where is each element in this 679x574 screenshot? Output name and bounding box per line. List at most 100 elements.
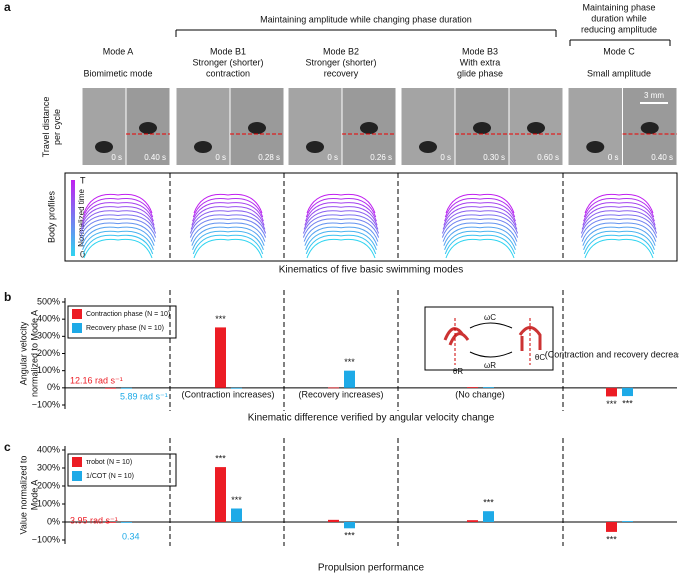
jellyfish	[306, 141, 324, 153]
profile	[442, 222, 518, 242]
bar	[606, 522, 617, 532]
legend-frame	[67, 305, 177, 339]
profile	[583, 230, 655, 250]
profile	[305, 234, 377, 255]
profile	[82, 234, 154, 255]
header: Maintaining phase	[582, 2, 655, 12]
profile	[580, 218, 658, 238]
bar	[105, 387, 116, 389]
y-axis-label: Mode A	[29, 480, 39, 511]
header: reducing amplitude	[581, 24, 657, 34]
row-label: Travel distance	[41, 97, 51, 158]
profile	[79, 218, 157, 238]
bar	[121, 522, 132, 523]
bar	[606, 387, 617, 397]
bar	[231, 508, 242, 522]
profile	[302, 218, 380, 238]
significance: ***	[231, 495, 242, 505]
colorbar	[71, 180, 75, 256]
profile	[192, 234, 264, 255]
colorbar-label: Normalized time	[77, 189, 86, 247]
mode-description: recovery	[324, 68, 359, 78]
significance: ***	[344, 531, 355, 541]
inset-label: ωR	[484, 361, 496, 370]
mode-description: With extra	[460, 57, 501, 67]
profile	[444, 197, 516, 218]
bar	[215, 327, 226, 388]
mode-name: Mode B2	[323, 46, 359, 56]
significance: ***	[483, 498, 494, 508]
profile	[303, 210, 379, 230]
bar	[121, 387, 132, 389]
profile	[445, 193, 515, 214]
profile	[582, 206, 656, 226]
time-label: 0.28 s	[258, 153, 280, 162]
profile	[445, 238, 515, 259]
time-label: 0 s	[215, 153, 226, 162]
profile	[190, 222, 266, 242]
profile	[193, 193, 263, 214]
annotation: 12.16 rad s⁻¹	[70, 375, 123, 385]
bar	[467, 387, 478, 388]
profile	[304, 206, 378, 226]
jellyfish	[248, 122, 266, 134]
bar	[467, 520, 478, 522]
profile	[306, 238, 376, 259]
bar	[344, 522, 355, 529]
y-tick-label: −100%	[32, 534, 60, 544]
mode-description: Stronger (shorter)	[305, 57, 376, 67]
scale-bar-label: 3 mm	[644, 91, 664, 100]
mode-description: glide phase	[457, 68, 503, 78]
legend-label: Recovery phase (N = 10)	[86, 325, 164, 332]
inset-icon	[443, 327, 470, 346]
profile	[83, 193, 153, 214]
profile	[306, 193, 376, 214]
time-label: 0.60 s	[537, 153, 559, 162]
bar	[215, 467, 226, 522]
y-tick-label: 0%	[47, 516, 60, 526]
profile	[302, 214, 380, 234]
profile	[189, 218, 267, 238]
mode-name: Mode B3	[462, 46, 498, 56]
bar	[483, 387, 494, 388]
profile	[192, 230, 264, 250]
profile	[441, 218, 519, 238]
annotation: (Contraction and recovery decrease )	[545, 349, 679, 359]
time-label: 0.26 s	[370, 153, 392, 162]
profile	[80, 222, 156, 242]
annotation: 5.89 rad s⁻¹	[120, 391, 168, 401]
caption: Propulsion performance	[318, 563, 425, 574]
significance: ***	[606, 399, 617, 409]
time-label: 0 s	[608, 153, 619, 162]
y-tick-label: 0%	[47, 382, 60, 392]
profile	[581, 222, 657, 242]
panel-label: c	[4, 440, 11, 454]
colorbar-label: T	[80, 175, 86, 185]
profile	[584, 238, 654, 259]
profile	[583, 234, 655, 255]
jellyfish	[360, 122, 378, 134]
profile	[583, 197, 655, 218]
profile	[442, 210, 518, 230]
profile	[580, 214, 658, 234]
y-tick-label: 300%	[37, 331, 60, 341]
profile	[443, 226, 517, 246]
row-label: per cycle	[52, 109, 62, 145]
time-label: 0.40 s	[144, 153, 166, 162]
legend-swatch	[72, 471, 82, 481]
mode-description: Small amplitude	[587, 68, 651, 78]
inset-label: θC	[535, 353, 545, 362]
significance: ***	[622, 398, 633, 408]
legend-swatch	[72, 309, 82, 319]
profile	[79, 214, 157, 234]
inset-arrow	[469, 322, 513, 329]
jellyfish	[194, 141, 212, 153]
significance: ***	[215, 314, 226, 324]
time-label: 0.30 s	[483, 153, 505, 162]
inset-label: θR	[453, 367, 463, 376]
profile	[583, 202, 655, 222]
profile	[81, 206, 155, 226]
inset	[424, 306, 554, 371]
jellyfish	[586, 141, 605, 153]
mode-description: Stronger (shorter)	[192, 57, 263, 67]
